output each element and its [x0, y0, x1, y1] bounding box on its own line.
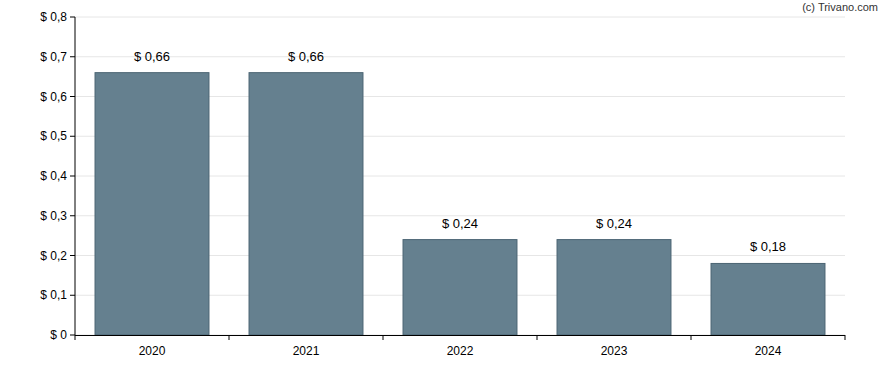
data-label: $ 0,24 — [442, 216, 478, 231]
bar — [711, 263, 825, 335]
y-axis — [75, 17, 76, 335]
y-tick — [70, 96, 75, 97]
y-tick-label: $ 0,2 — [40, 249, 67, 263]
x-tick-label: 2022 — [447, 344, 474, 358]
x-tick — [845, 335, 846, 340]
bar — [249, 73, 363, 335]
y-tick — [70, 17, 75, 18]
y-tick-label: $ 0,6 — [40, 90, 67, 104]
bar — [557, 240, 671, 335]
x-tick-label: 2023 — [601, 344, 628, 358]
x-tick-label: 2020 — [139, 344, 166, 358]
x-tick — [691, 335, 692, 340]
x-tick — [75, 335, 76, 340]
y-tick-label: $ 0,1 — [40, 288, 67, 302]
y-tick — [70, 295, 75, 296]
x-tick — [229, 335, 230, 340]
y-tick-label: $ 0 — [50, 328, 67, 342]
y-tick-label: $ 0,3 — [40, 209, 67, 223]
grid-line — [75, 17, 845, 18]
data-label: $ 0,18 — [750, 239, 786, 254]
bar — [403, 240, 517, 335]
y-tick — [70, 56, 75, 57]
data-label: $ 0,66 — [134, 49, 170, 64]
y-tick-label: $ 0,7 — [40, 50, 67, 64]
y-tick — [70, 136, 75, 137]
y-tick-label: $ 0,5 — [40, 129, 67, 143]
x-axis — [75, 335, 845, 336]
y-tick — [70, 176, 75, 177]
x-tick — [383, 335, 384, 340]
grid-line — [75, 56, 845, 57]
x-tick-label: 2024 — [755, 344, 782, 358]
y-tick — [70, 335, 75, 336]
bar — [95, 73, 209, 335]
y-tick-label: $ 0,4 — [40, 169, 67, 183]
y-tick — [70, 215, 75, 216]
data-label: $ 0,24 — [596, 216, 632, 231]
y-tick — [70, 255, 75, 256]
annotation: (c) Trivano.com — [802, 1, 878, 13]
x-tick-label: 2021 — [293, 344, 320, 358]
x-tick — [537, 335, 538, 340]
chart: $ 0 $ 0,1 $ 0,2 $ 0,3 $ 0,4 $ 0,5 $ 0,6 $ 0,7 $ … — [0, 0, 888, 370]
y-tick-label: $ 0,8 — [40, 10, 67, 24]
data-label: $ 0,66 — [288, 49, 324, 64]
